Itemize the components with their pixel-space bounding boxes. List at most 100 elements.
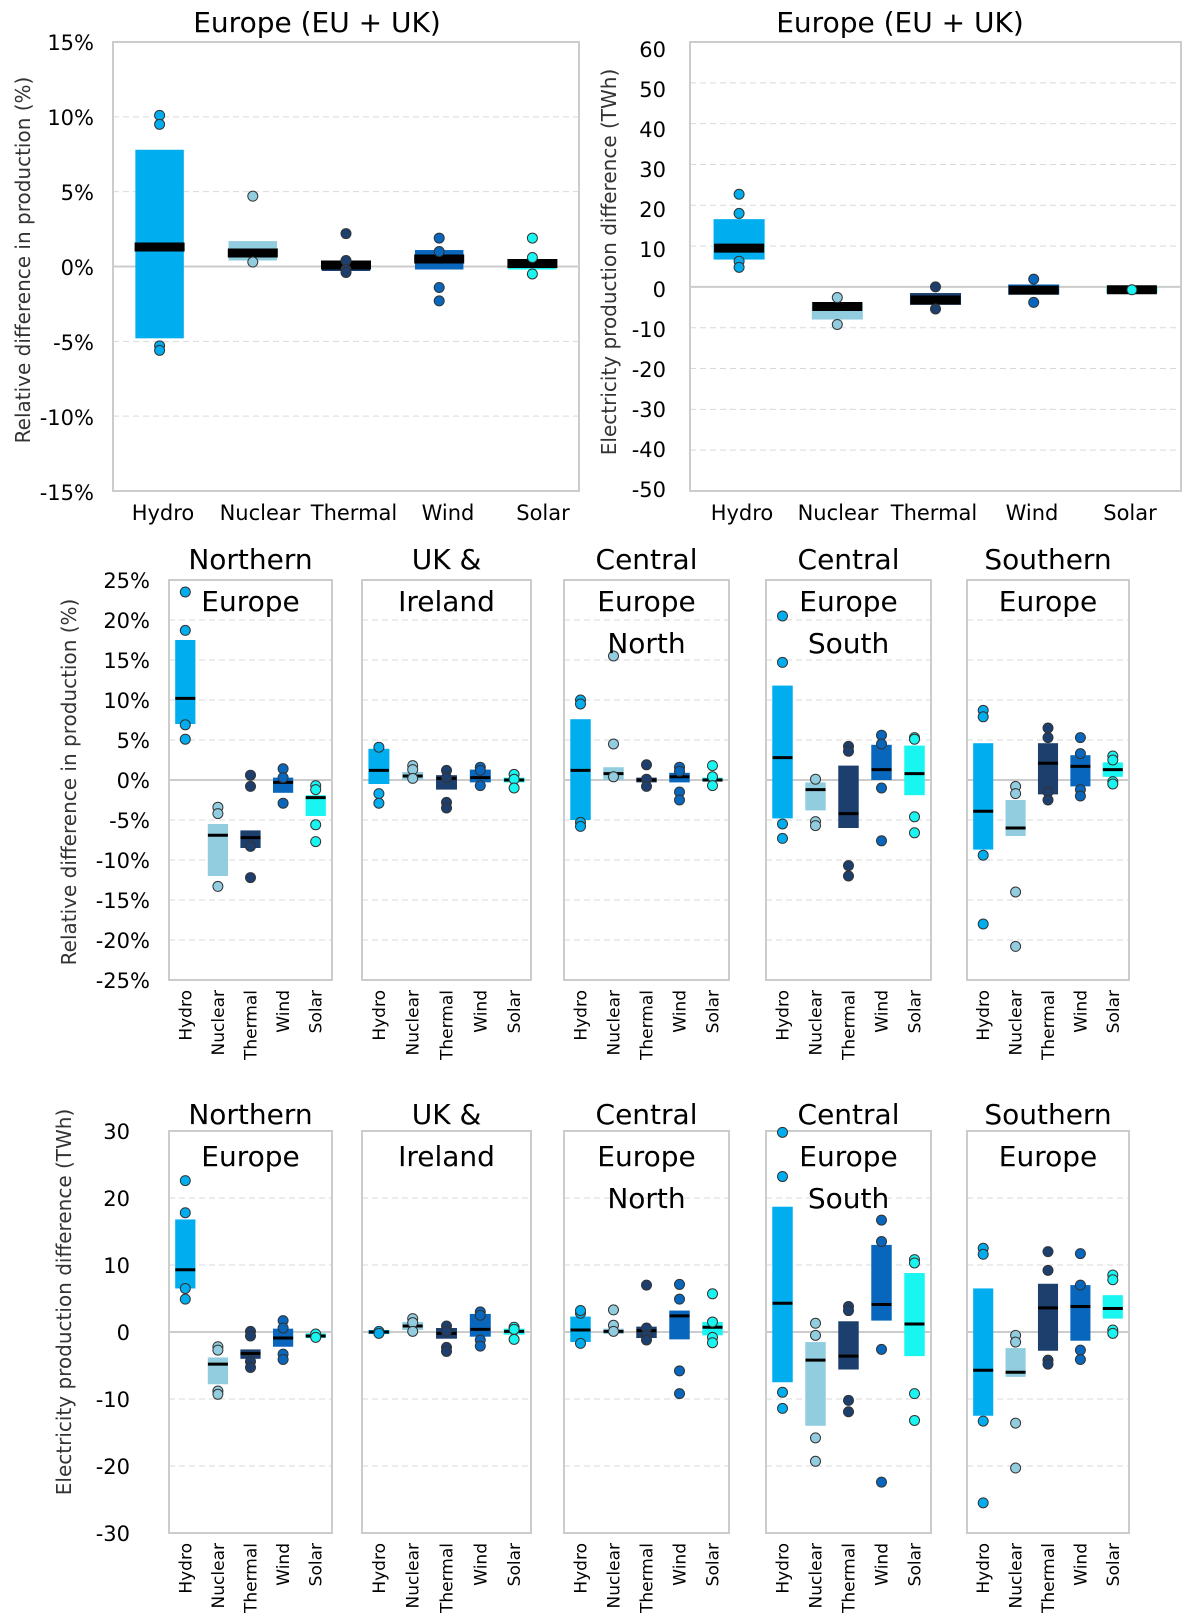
x-tick-label: Wind [422,501,475,525]
y-tick-label: 10% [103,689,150,713]
y-tick-label: 60 [639,38,666,62]
outlier-point [843,1305,854,1317]
outlier-point [526,268,538,280]
outlier-point [433,246,445,258]
box-hydro [175,1219,196,1289]
y-tick-label: -20 [632,358,666,382]
outlier-point [733,261,745,273]
outlier-point [707,1337,718,1349]
region-panel: Central Europe North Hydro Nuclear Thermal Win… [563,1098,730,1614]
outlier-point [1010,1336,1022,1348]
panel-title: Europe [201,585,299,618]
outlier-point [179,733,191,745]
x-tick-label: Nuclear [798,501,879,525]
box-thermal [838,1321,859,1370]
x-tick-label: Thermal [1039,990,1059,1061]
outlier-point [641,780,652,792]
panel-title: Europe [799,1140,897,1173]
outlier-point [674,1365,685,1377]
plot-panel [361,579,532,981]
outlier-point [831,318,843,330]
region-panel: Central Europe North Hydro Nuclear Thermal Win… [563,543,730,1061]
panel-title: UK & [412,543,482,576]
x-tick-label: Solar [704,990,724,1033]
x-tick-label: Wind [1071,1543,1091,1586]
outlier-point [245,872,256,884]
box-thermal [1037,743,1059,795]
y-axis-label: Relative difference in production (%) [57,599,81,966]
outlier-point [608,738,619,750]
outlier-point [843,860,854,872]
outlier-point [876,738,887,750]
region-panel: Central Europe South Hydro Nuclear Thermal Win… [765,543,932,1061]
x-tick-label: Wind [671,990,691,1033]
y-tick-labels: 25% 20% 15% 10% 5% 0% -5% -10% -15% -20%… [96,569,150,993]
outlier-point [1074,1344,1086,1356]
y-tick-label: -5% [53,331,94,355]
outlier-point [909,733,920,745]
panel-title: Southern [984,543,1111,576]
x-tick-label: Nuclear [807,990,827,1055]
outlier-point [474,780,486,792]
y-tick-label: 15% [103,649,150,673]
outlier-point [733,207,745,219]
outlier-point [277,1322,289,1334]
outlier-point [310,819,322,831]
x-tick-label: Wind [471,1543,491,1586]
outlier-point [154,118,166,130]
x-tick-label: Thermal [638,990,658,1061]
outlier-point [1042,732,1054,744]
x-tick-label: Thermal [1039,1543,1059,1614]
plot-panel [966,1130,1130,1534]
panel-title: Europe [999,585,1097,618]
y-tick-label: 10 [103,1254,130,1278]
outlier-point [608,1325,619,1337]
outlier-point [441,802,452,814]
plot-panel [966,579,1130,981]
box-thermal [1037,1283,1059,1351]
outlier-point [1010,1462,1022,1474]
y-tick-label: -30 [632,398,666,422]
x-tick-label: Wind [873,990,893,1033]
outlier-point [810,1455,821,1467]
panel-title: Europe [597,585,695,618]
plot-panel [689,41,1182,492]
panel-title: South [808,627,889,660]
box-hydro [973,743,994,850]
outlier-point [810,820,821,832]
outlier-point [245,1362,256,1374]
panel-title: Europe [597,1140,695,1173]
outlier-point [179,624,191,636]
y-tick-label: -5% [109,809,150,833]
outlier-point [977,849,989,861]
outlier-point [876,1476,887,1488]
box-nuclear [1005,800,1026,836]
panel-title: Europe [999,1140,1097,1173]
outlier-point [777,656,788,668]
y-tick-label: -20 [96,1455,130,1479]
plot-panel [563,1130,730,1534]
panel-title: Central [798,1098,900,1131]
outlier-point [1010,940,1022,952]
panel-title: Southern [984,1098,1111,1131]
y-tick-label: 25% [103,569,150,593]
box-wind [469,769,491,783]
x-tick-label: Hydro [132,501,195,525]
outlier-point [373,788,385,800]
box-solar [904,745,925,796]
x-tick-label: Thermal [638,1543,658,1614]
outlier-point [179,1175,191,1187]
outlier-point [526,232,538,244]
outlier-point [810,773,821,785]
outlier-point [909,1414,920,1426]
x-tick-label: Nuclear [209,990,229,1055]
x-tick-label: Hydro [370,990,390,1041]
outlier-point [340,228,352,240]
x-tick-label: Hydro [774,990,794,1041]
outlier-point [674,794,685,806]
outlier-point [977,1248,989,1260]
x-tick-label: Hydro [572,1543,592,1594]
x-tick-label: Nuclear [404,990,424,1055]
outlier-point [373,797,385,809]
outlier-point [1028,296,1040,308]
